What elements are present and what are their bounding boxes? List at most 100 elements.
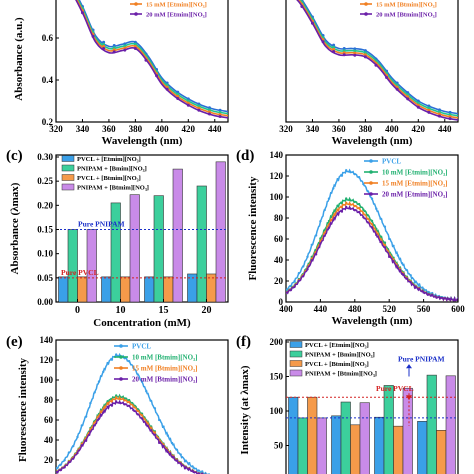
spectrum-point [323, 208, 326, 212]
spectrum-point [370, 226, 374, 229]
bar [288, 396, 299, 474]
spectrum-point [112, 48, 116, 52]
spectrum-point [374, 63, 378, 67]
bar [77, 276, 88, 302]
x-tick-label: 400 [155, 124, 169, 134]
bar [196, 185, 207, 302]
spectrum-point [115, 396, 118, 399]
x-tick-label: 520 [382, 304, 396, 314]
spectrum-point [396, 267, 399, 270]
spectrum-line [56, 393, 207, 474]
x-tick-label: 560 [417, 304, 431, 314]
spectrum-point [448, 110, 452, 114]
x-tick-label: 480 [348, 304, 362, 314]
y-tick-label: 80 [44, 395, 54, 405]
spectrum-point [197, 102, 201, 106]
x-axis-title: Wavelength (nm) [332, 315, 413, 327]
spectrum-point [437, 110, 441, 114]
spectrum-point [91, 34, 95, 38]
y-tick-label: 0.15 [37, 225, 53, 235]
legend-marker [364, 2, 368, 6]
spectrum-point [183, 467, 187, 470]
spectrum-point [349, 203, 352, 206]
spectrum-point [332, 187, 335, 190]
legend-marker [119, 344, 123, 348]
spectrum-point [437, 114, 441, 118]
spectrum-point [106, 401, 109, 405]
spectrum-point [379, 240, 382, 244]
bar [101, 276, 112, 302]
spectrum-point [332, 49, 336, 53]
spectrum-point [188, 467, 191, 470]
spectrum-point [297, 279, 301, 282]
spectrum-point [89, 430, 92, 433]
spectrum-point [158, 418, 161, 422]
spectrum-point [176, 94, 180, 98]
spectrum-point [336, 208, 339, 211]
spectrum-point [145, 423, 148, 426]
legend-entry: PVCL + [Etmim][NO₃] [77, 156, 141, 163]
plot-frame-5 [285, 339, 459, 474]
spectrum-point [84, 439, 88, 442]
spectrum-point [392, 244, 395, 248]
plot-frame-1 [285, 0, 459, 123]
spectrum-point [127, 400, 131, 404]
spectrum-point [327, 226, 331, 229]
arrow-head [406, 364, 412, 369]
legend-marker [369, 181, 373, 185]
spectrum-point [388, 237, 391, 241]
spectrum-point [93, 391, 96, 394]
spectrum-point [349, 170, 352, 174]
spectrum-point [427, 106, 431, 110]
spectrum-point [289, 289, 292, 292]
spectrum-point [319, 242, 322, 245]
y-tick-label: 40 [274, 255, 284, 265]
spectra-group [296, 0, 458, 121]
spectrum-point [207, 108, 211, 112]
spectrum-point [119, 401, 122, 405]
bar [110, 202, 121, 302]
x-tick-label: 0 [75, 305, 80, 316]
spectrum-point [188, 462, 191, 465]
spectrum-point [119, 397, 122, 401]
x-tick-label: 320 [49, 124, 63, 134]
spectrum-point [340, 174, 344, 177]
legend-entry: 20 mM [Btmim][NO₃] [132, 376, 197, 384]
x-tick-label: 320 [279, 124, 293, 134]
spectrum-point [133, 47, 137, 50]
legend-entry: PVCL + [Btmim][NO₃] [77, 175, 141, 182]
spectrum-point [363, 55, 367, 59]
x-tick-label: 360 [102, 124, 116, 134]
bar [436, 430, 447, 474]
spectrum-point [72, 444, 75, 448]
spectrum-point [207, 106, 211, 110]
spectrum-point [353, 208, 356, 212]
x-tick-label: 10 [116, 305, 126, 316]
spectrum-line [286, 196, 458, 302]
spectrum-point [310, 243, 313, 246]
spectrum-point [400, 272, 404, 276]
x-tick-label: 420 [182, 124, 196, 134]
spectrum-point [431, 293, 434, 297]
bar [58, 276, 69, 302]
spectrum-point [59, 468, 62, 472]
spectrum-point [357, 210, 361, 214]
spectrum-point [80, 444, 84, 447]
spectrum-point [349, 207, 352, 210]
spectrum-point [176, 92, 180, 96]
spectrum-point [93, 424, 96, 427]
legend-entry: 15 mM [Etmim][NO₃] [146, 2, 207, 9]
panel-label: (f) [236, 334, 251, 350]
spectrum-point [379, 217, 382, 220]
spectrum-point [175, 448, 178, 451]
spectrum-point [405, 277, 408, 280]
bar [86, 229, 97, 302]
spectrum-point [165, 85, 169, 89]
spectrum-point [63, 466, 66, 469]
legend-entry: 10 mM [Etmim][NO₃] [382, 169, 447, 177]
spectrum-point [345, 201, 348, 205]
x-tick-label: 440 [314, 304, 328, 314]
spectrum-point [140, 380, 144, 383]
spectrum-point [293, 279, 296, 283]
y-axis-title: Intensity (at λmax) [239, 365, 251, 454]
